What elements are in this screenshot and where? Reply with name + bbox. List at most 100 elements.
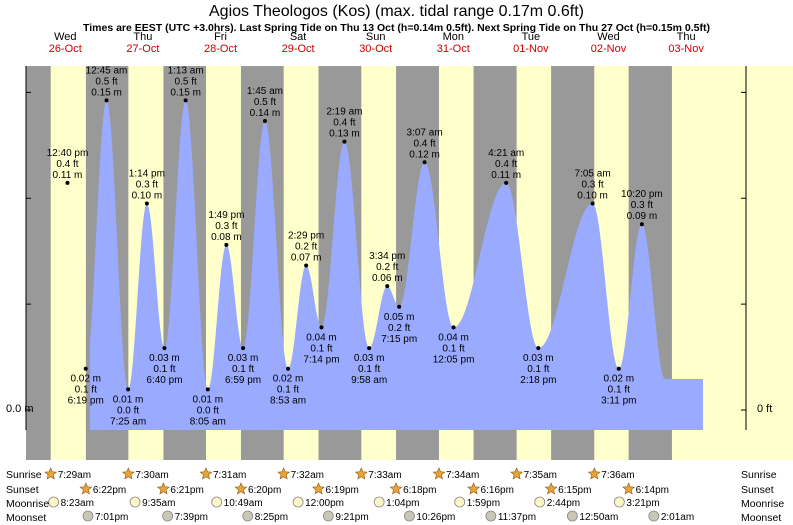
sunrise-time: 7:36am <box>601 470 634 481</box>
moonrise-time: 10:49am <box>224 498 263 509</box>
high-tide-time: 1:13 am <box>168 65 204 76</box>
low-tide-feet: 0.1 ft <box>153 364 175 375</box>
sunset-time: 6:18pm <box>403 485 436 496</box>
low-tide-marker <box>397 304 402 309</box>
sunrise-star-icon <box>510 467 524 480</box>
low-tide-time: 6:19 pm <box>68 396 104 407</box>
low-tide-meters: 0.01 m <box>113 394 144 405</box>
high-tide-feet: 0.4 ft <box>333 118 355 129</box>
low-tide-meters: 0.01 m <box>193 394 224 405</box>
sunrise-row-label-right: Sunrise <box>741 469 777 481</box>
moonset-moon-icon <box>162 510 174 522</box>
moonset-moon-icon <box>82 510 94 522</box>
low-tide-feet: 0.1 ft <box>75 385 97 396</box>
low-tide-time: 9:58 am <box>351 375 387 386</box>
tide-area <box>90 100 703 430</box>
sunrise-star-icon <box>432 467 446 480</box>
high-tide-marker <box>590 201 595 206</box>
low-tide-meters: 0.04 m <box>306 332 337 343</box>
high-tide-feet: 0.2 ft <box>376 262 398 273</box>
moonset-moon-icon <box>242 510 254 522</box>
sunset-time: 6:19pm <box>326 485 359 496</box>
low-tide-feet: 0.1 ft <box>358 364 380 375</box>
high-tide-marker <box>183 98 188 103</box>
sunrise-time: 7:31am <box>213 470 246 481</box>
moonrise-moon-icon <box>373 496 385 508</box>
sunrise-time: 7:30am <box>135 470 168 481</box>
high-tide-time: 7:05 am <box>575 169 611 180</box>
moonrise-time: 1:04pm <box>386 498 419 509</box>
sunrise-star-icon <box>44 467 58 480</box>
high-tide-meters: 0.07 m <box>291 252 322 263</box>
high-tide-time: 12:45 am <box>86 65 128 76</box>
low-tide-marker <box>367 346 372 351</box>
high-tide-feet: 0.5 ft <box>175 76 197 87</box>
high-tide-feet: 0.5 ft <box>95 76 117 87</box>
low-tide-marker <box>286 366 291 371</box>
high-tide-marker <box>144 201 149 206</box>
moonset-time: 12:50am <box>579 512 618 523</box>
right-margin-band <box>746 66 793 460</box>
low-tide-time: 3:11 pm <box>601 396 636 407</box>
sunrise-star-icon <box>587 467 601 480</box>
sunset-time: 6:21pm <box>170 485 203 496</box>
high-tide-feet: 0.2 ft <box>295 241 317 252</box>
high-tide-time: 3:34 pm <box>369 251 405 262</box>
day-date-label: 01-Nov <box>513 43 549 55</box>
low-tide-marker <box>241 346 246 351</box>
day-date-label: 03-Nov <box>668 43 704 55</box>
high-tide-feet: 0.4 ft <box>495 159 517 170</box>
high-tide-time: 2:29 pm <box>288 230 324 241</box>
day-weekday-label: Mon <box>443 31 464 43</box>
low-tide-meters: 0.03 m <box>228 353 259 364</box>
high-tide-meters: 0.08 m <box>211 232 242 243</box>
low-tide-marker <box>451 325 456 330</box>
day-weekday-label: Thu <box>133 31 152 43</box>
sunrise-time: 7:29am <box>58 470 91 481</box>
sunrise-row-label-left: Sunrise <box>6 469 42 481</box>
day-date-label: 28-Oct <box>204 43 237 55</box>
low-tide-meters: 0.02 m <box>273 374 304 385</box>
low-tide-feet: 0.1 ft <box>527 364 549 375</box>
low-tide-time: 8:53 am <box>270 396 306 407</box>
high-tide-marker <box>504 180 509 185</box>
sunset-star-icon <box>622 482 636 495</box>
sunset-star-icon <box>544 482 558 495</box>
moonrise-time: 9:35am <box>142 498 175 509</box>
moonset-time: 11:37pm <box>498 512 536 523</box>
low-tide-time: 6:40 pm <box>146 375 182 386</box>
low-tide-marker <box>319 325 324 330</box>
high-tide-marker <box>342 139 347 144</box>
high-tide-meters: 0.15 m <box>170 87 201 98</box>
moonrise-moon-icon <box>534 496 546 508</box>
low-tide-feet: 0.0 ft <box>197 405 219 416</box>
low-tide-marker <box>536 346 541 351</box>
sunrise-time: 7:34am <box>446 470 479 481</box>
day-date-label: 02-Nov <box>591 43 627 55</box>
moonset-moon-icon <box>485 510 497 522</box>
moonset-row-label-right: Moonset <box>741 512 782 524</box>
high-tide-marker <box>385 284 390 289</box>
high-tide-marker <box>262 118 267 123</box>
sunset-star-icon <box>234 482 248 495</box>
day-weekday-label: Sat <box>290 31 307 43</box>
high-tide-meters: 0.14 m <box>250 108 281 119</box>
moonrise-moon-icon <box>292 496 304 508</box>
low-tide-feet: 0.0 ft <box>117 405 139 416</box>
high-tide-meters: 0.10 m <box>132 191 163 202</box>
moonrise-moon-icon <box>211 496 223 508</box>
low-tide-meters: 0.02 m <box>70 374 101 385</box>
high-tide-feet: 0.5 ft <box>254 97 276 108</box>
high-tide-meters: 0.15 m <box>91 87 122 98</box>
low-tide-meters: 0.03 m <box>149 353 180 364</box>
sunrise-star-icon <box>354 467 368 480</box>
low-tide-marker <box>616 366 621 371</box>
chart-title: Agios Theologos (Kos) (max. tidal range … <box>209 3 584 20</box>
day-date-label: 31-Oct <box>437 43 470 55</box>
moonset-time: 10:26pm <box>416 512 455 523</box>
high-tide-meters: 0.10 m <box>577 191 608 202</box>
sunset-star-icon <box>312 482 325 495</box>
moonset-time: 7:01pm <box>95 512 128 523</box>
high-tide-feet: 0.4 ft <box>56 159 78 170</box>
moonrise-moon-icon <box>129 496 141 508</box>
